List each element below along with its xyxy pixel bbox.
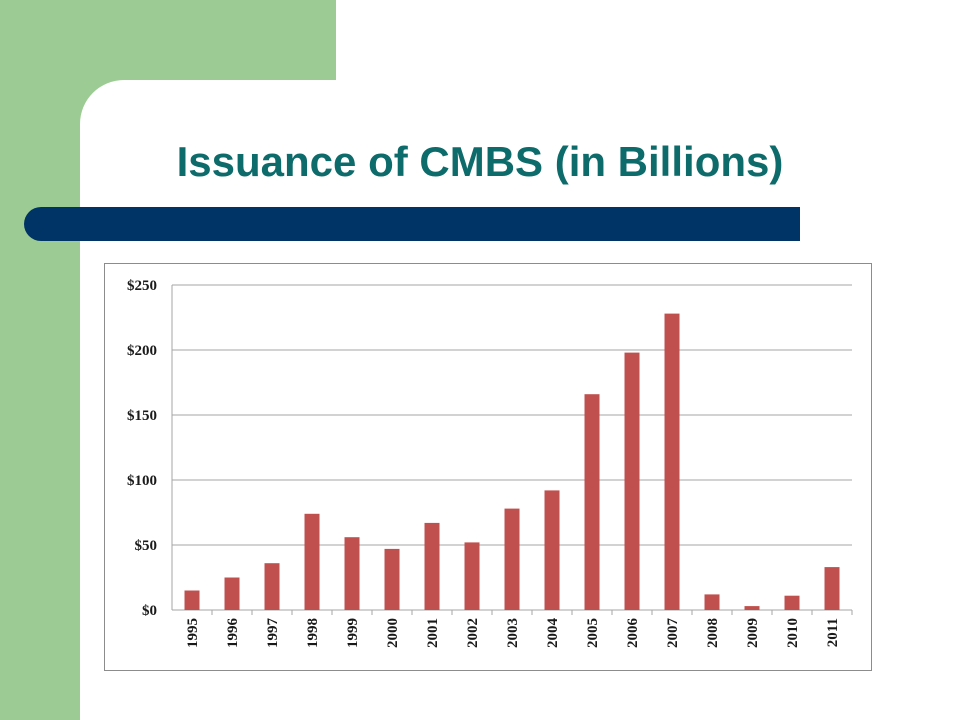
x-tick-label: 2007 [665,618,681,649]
bar [224,577,240,610]
bar-chart: $0 $50 $100 $150 $200 $250 1995 1996 1997 1998 199… [127,278,853,649]
bar [824,567,840,610]
x-tick-label: 2010 [785,618,801,648]
bar [264,563,280,610]
x-tick-label: 2002 [465,618,481,648]
bar [424,522,440,610]
bar [784,595,800,610]
y-tick-label: $100 [127,473,157,489]
title-underline-bar [24,207,800,241]
bar [344,537,360,610]
bar [304,513,320,610]
chart-frame: $0 $50 $100 $150 $200 $250 1995 1996 1997 1998 199… [104,263,872,671]
x-tick-label: 2011 [825,618,841,647]
x-tick-label: 1996 [225,618,241,649]
x-tick-label: 1998 [305,618,321,648]
slide-title: Issuance of CMBS (in Billions) [176,138,784,185]
x-tick-label: 1995 [185,618,201,648]
bar [464,542,480,610]
x-tick-label: 2000 [385,618,401,648]
y-tick-label: $250 [127,278,157,294]
y-tick-label: $0 [142,603,157,619]
bar [384,548,400,610]
bar [664,313,680,610]
bar [584,394,600,610]
x-tick-label: 2005 [585,618,601,648]
x-tick-label: 2006 [625,618,641,649]
x-tick-label: 2004 [545,618,561,649]
bar [704,594,720,610]
bar [624,352,640,610]
x-tick-label: 2003 [505,618,521,648]
y-tick-label: $50 [135,538,158,554]
bar [744,606,760,610]
y-tick-label: $150 [127,408,157,424]
x-tick-label: 2008 [705,618,721,648]
bar [184,590,200,610]
bar [504,508,520,610]
y-tick-label: $200 [127,343,157,359]
x-tick-label: 1999 [345,618,361,648]
x-tick-label: 2001 [425,618,441,648]
bar [544,490,560,610]
x-tick-label: 2009 [745,618,761,648]
x-tick-label: 1997 [265,618,281,649]
